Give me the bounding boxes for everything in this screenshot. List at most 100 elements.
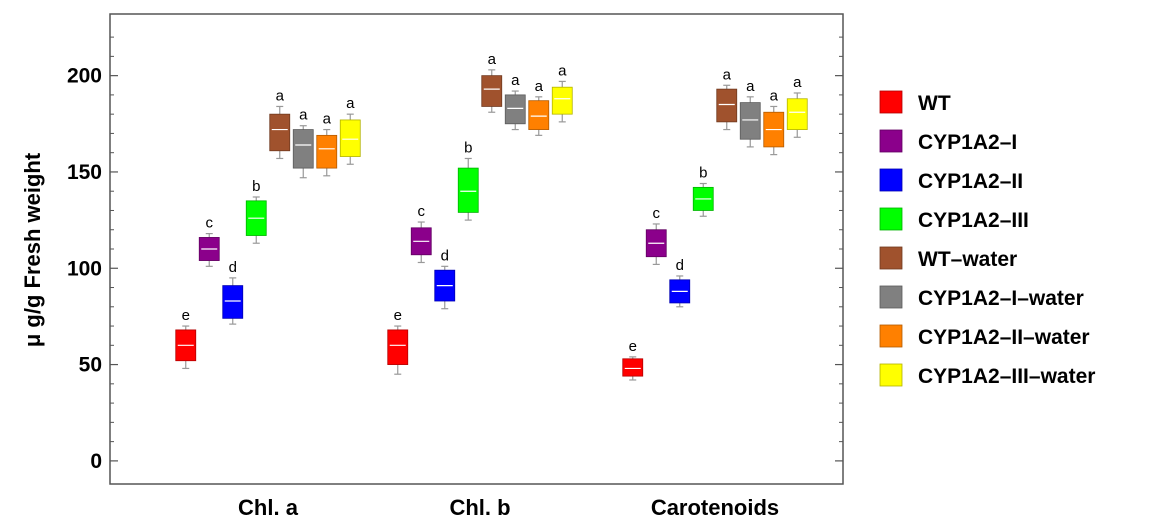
box-4-0: a [269, 87, 291, 160]
legend-item: CYP1A2–III [879, 207, 1029, 232]
significance-label: d [676, 257, 684, 274]
box-2-1: d [434, 247, 456, 310]
box-body [504, 94, 526, 125]
box-5-2: a [739, 78, 761, 148]
significance-label: a [770, 87, 779, 104]
box-0-2: e [622, 338, 644, 381]
box-6-2: a [763, 87, 785, 156]
significance-label: a [793, 74, 802, 91]
significance-label: e [182, 307, 190, 324]
legend-label: CYP1A2–III [918, 209, 1029, 232]
y-axis-title: μ g/g Fresh weight [20, 152, 45, 347]
significance-label: c [653, 205, 661, 222]
box-body [316, 134, 338, 169]
box-body [716, 88, 738, 123]
category-label: Chl. b [449, 495, 510, 520]
box-5-0: a [292, 107, 314, 179]
box-7-0: a [339, 95, 361, 165]
box-0-1: e [387, 307, 409, 375]
legend-label: CYP1A2–II [918, 170, 1023, 193]
legend-label: CYP1A2–III–water [918, 365, 1095, 388]
legend: WT CYP1A2–I CYP1A2–II CYP1A2–III WT–water CYP… [879, 90, 1095, 388]
box-1-2: c [645, 205, 667, 266]
significance-label: a [746, 78, 755, 95]
box-3-2: b [692, 165, 714, 217]
significance-label: a [276, 87, 285, 104]
box-1-1: c [410, 203, 432, 264]
significance-label: e [394, 307, 402, 324]
box-body [387, 329, 409, 365]
legend-item: CYP1A2–III–water [879, 363, 1095, 388]
box-5-1: a [504, 72, 526, 131]
legend-item: CYP1A2–I [879, 129, 1017, 154]
significance-label: b [699, 165, 707, 182]
legend-swatch [879, 168, 903, 192]
box-body [528, 100, 550, 130]
y-tick-label: 200 [67, 65, 102, 88]
legend-item: WT–water [879, 246, 1017, 271]
significance-label: b [464, 139, 472, 156]
box-body [222, 285, 244, 319]
box-3-0: b [245, 178, 267, 244]
box-body [622, 358, 644, 377]
legend-swatch [879, 246, 903, 270]
legend-swatch [879, 129, 903, 153]
box-4-2: a [716, 66, 738, 131]
box-7-1: a [551, 62, 573, 123]
significance-label: a [346, 95, 355, 112]
legend-swatch [879, 285, 903, 309]
significance-label: a [488, 51, 497, 68]
category-label: Carotenoids [651, 495, 779, 520]
legend-item: CYP1A2–I–water [879, 285, 1084, 310]
y-tick-label: 150 [67, 161, 102, 184]
box-body [292, 129, 314, 169]
y-tick-label: 100 [67, 257, 102, 280]
box-6-0: a [316, 111, 338, 177]
box-body [786, 98, 808, 130]
significance-label: d [229, 259, 237, 276]
legend-item: CYP1A2–II–water [879, 324, 1090, 349]
category-labels: Chl. a Chl. b Carotenoids [238, 495, 779, 520]
significance-label: c [206, 215, 214, 232]
legend-label: WT [918, 92, 951, 115]
box-body [457, 167, 479, 213]
box-2-0: d [222, 259, 244, 325]
significance-label: a [299, 107, 308, 124]
legend-item: CYP1A2–II [879, 168, 1023, 193]
legend-label: CYP1A2–I [918, 131, 1017, 154]
significance-label: a [723, 66, 732, 83]
box-7-2: a [786, 74, 808, 138]
box-body [339, 119, 361, 157]
significance-label: a [535, 78, 544, 95]
y-tick-label: 0 [90, 450, 102, 473]
legend-swatch [879, 90, 903, 114]
y-tick-label: 50 [79, 354, 102, 377]
legend-swatch [879, 324, 903, 348]
legend-swatch [879, 207, 903, 231]
significance-label: a [558, 62, 567, 79]
y-axis: 0 50 100 150 200 [67, 36, 843, 473]
box-1-0: c [198, 215, 220, 267]
box-3-1: b [457, 139, 479, 221]
significance-label: c [418, 203, 426, 220]
category-label: Chl. a [238, 495, 299, 520]
legend-item: WT [879, 90, 951, 115]
box-4-1: a [481, 51, 503, 113]
significance-label: d [441, 247, 449, 264]
box-0-0: e [175, 307, 197, 370]
box-body [481, 75, 503, 107]
box-body [269, 113, 291, 152]
box-2-2: d [669, 257, 691, 308]
box-6-1: a [528, 78, 550, 136]
significance-label: a [511, 72, 520, 89]
significance-label: a [323, 111, 332, 128]
legend-label: WT–water [918, 248, 1017, 271]
legend-label: CYP1A2–II–water [918, 326, 1090, 349]
box-body [551, 86, 573, 115]
legend-label: CYP1A2–I–water [918, 287, 1084, 310]
legend-swatch [879, 363, 903, 387]
significance-label: e [629, 338, 637, 355]
significance-label: b [252, 178, 260, 195]
